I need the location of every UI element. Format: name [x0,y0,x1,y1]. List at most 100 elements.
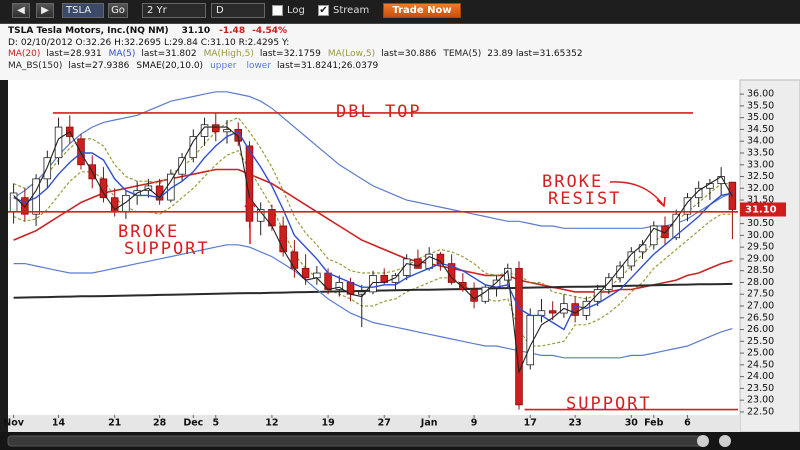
candle-body [459,282,467,290]
legend-value: last=31.8241;26.0379 [277,60,379,71]
y-tick-label: 29.00 [747,253,774,264]
y-tick-label: 30.00 [747,230,774,241]
symbol-input[interactable]: TSLA [62,3,104,18]
zoom-icon[interactable] [697,435,709,447]
interval-select[interactable]: D [211,3,265,18]
candle-body [638,244,647,253]
y-tick-label: 36.00 [747,89,774,100]
annotation-text: DBL TOP [336,102,422,122]
last-price-tag [740,202,786,217]
symbol-name: TSLA Tesla Motors, Inc.(NQ NM) [8,26,169,36]
indicator-line [13,130,733,331]
legend-value: last=31.802 [141,49,197,59]
indicator-line [13,168,733,293]
legend-value: 23.89 last=31.65352 [487,49,583,59]
y-tick-label: 32.50 [747,171,774,182]
period-select[interactable]: 2 Yr [142,3,206,18]
x-tick-label: 9 [471,418,478,429]
x-tick-label: 28 [153,418,167,429]
go-button[interactable]: Go [108,3,128,18]
stream-checkbox[interactable]: ✔ [318,5,329,16]
annotation-text: SUPPORT [124,239,210,259]
x-tick-label: Jan [420,418,438,429]
x-tick-label: 30 [625,418,639,429]
price-change: -1.48 [219,26,246,36]
legend-name: MA_BS(150) [8,60,63,71]
indicator-line [13,91,733,229]
candle-body [571,303,579,316]
y-tick-label: 23.00 [747,395,774,406]
x-tick-label: Nov [3,418,24,429]
candle-body [234,129,243,142]
legend-name: MA(Low,5) [327,49,376,59]
candle-body [605,277,613,290]
legend-group-label: SMAE(20,10.0) [136,60,204,71]
candle-body [313,272,321,279]
trade-button[interactable]: Trade Now [383,3,461,18]
candle-body [178,157,186,175]
date-axis [0,415,740,432]
candle-body [650,225,658,246]
y-tick-label: 23.50 [747,383,774,394]
plot-area [8,80,740,416]
x-tick-label: Feb [644,418,664,429]
candle-body [54,126,63,159]
candle-body [694,187,703,199]
legend-value: last=30.886 [381,49,437,59]
legend-row: MA_BS(150) last=27.9386 SMAE(20,10.0) upper… [8,61,583,73]
x-tick-label: 5 [212,418,219,429]
y-tick-label: 28.50 [747,265,774,276]
last-price-label: 31.10 [745,204,777,215]
legend-name: lower [246,60,272,71]
toolbar: ◀ ▶ TSLA Go 2 Yr D Log ✔ Stream Trade No… [0,0,800,24]
annotation-text: BROKE [542,172,603,192]
legend-row: MA(20) last=28.931 MA(5) last=31.802 MA(High… [8,49,583,61]
zoom-icon[interactable] [719,435,731,447]
candle-body [515,267,523,406]
candle-body [369,274,377,293]
candle-body [335,282,344,290]
x-tick-label: 6 [684,418,691,429]
y-tick-label: 30.50 [747,218,774,229]
legend-name: upper [210,60,237,71]
x-tick-label: 27 [378,418,391,429]
annotation-text: BROKE [118,222,179,242]
y-tick-label: 24.50 [747,359,774,370]
legend-name: TEMA(5) [443,49,482,59]
back-button[interactable]: ◀ [12,3,30,18]
y-tick-label: 31.50 [747,195,774,206]
candle-body [211,124,220,133]
y-tick-label: 32.00 [747,183,774,194]
log-label: Log [287,5,305,16]
y-tick-label: 25.50 [747,336,774,347]
candle-body [167,173,175,201]
candle-body [593,289,602,302]
y-tick-label: 27.50 [747,289,774,300]
scroll-thumb[interactable] [7,435,709,447]
y-tick-label: 34.00 [747,136,774,147]
y-tick-label: 27.00 [747,301,774,312]
x-tick-label: 23 [569,418,582,429]
left-edge [0,80,8,432]
log-checkbox[interactable] [272,5,283,16]
indicator-line [13,149,733,347]
candle-body [526,315,534,366]
candle-body [77,138,85,166]
y-tick-label: 35.00 [747,112,774,123]
candle-body [21,197,29,215]
annotation-text: SUPPORT [566,394,652,414]
annotation-arrow [609,181,665,207]
last-price: 31.10 [181,26,211,36]
forward-button[interactable]: ▶ [36,3,54,18]
price-axis [739,79,800,433]
y-tick-label: 29.50 [747,242,774,253]
y-tick-label: 26.50 [747,312,774,323]
x-tick-label: Dec [183,418,203,429]
y-tick-label: 24.00 [747,371,774,382]
candle-body [99,178,108,199]
x-tick-label: 14 [52,418,66,429]
indicator-line [13,126,733,375]
y-tick-label: 22.50 [747,406,774,417]
marks: 22.5023.0023.5024.0024.5025.0025.5026.00… [3,89,786,429]
